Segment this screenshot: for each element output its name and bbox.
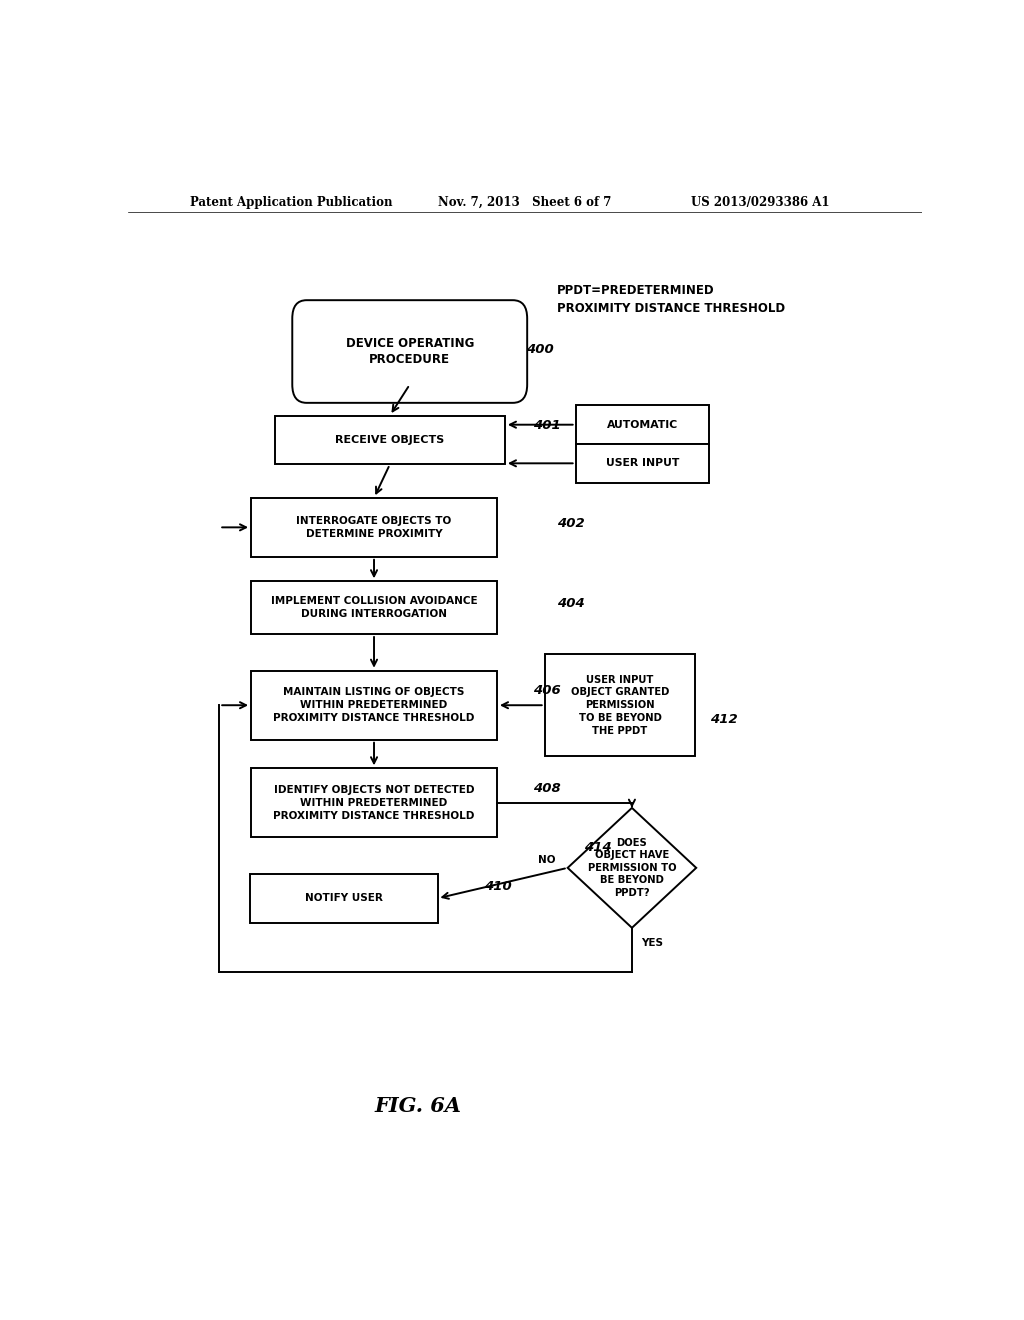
Text: Patent Application Publication: Patent Application Publication xyxy=(189,195,392,209)
Text: 414: 414 xyxy=(584,841,611,854)
Text: IMPLEMENT COLLISION AVOIDANCE
DURING INTERROGATION: IMPLEMENT COLLISION AVOIDANCE DURING INT… xyxy=(270,597,477,619)
FancyBboxPatch shape xyxy=(575,405,709,444)
Text: 412: 412 xyxy=(710,713,737,726)
Text: 408: 408 xyxy=(532,781,560,795)
Text: DEVICE OPERATING
PROCEDURE: DEVICE OPERATING PROCEDURE xyxy=(345,337,474,366)
FancyBboxPatch shape xyxy=(274,416,505,465)
Text: PROXIMITY DISTANCE THRESHOLD: PROXIMITY DISTANCE THRESHOLD xyxy=(557,302,784,315)
Text: Nov. 7, 2013   Sheet 6 of 7: Nov. 7, 2013 Sheet 6 of 7 xyxy=(437,195,611,209)
Text: 410: 410 xyxy=(483,879,511,892)
Text: 406: 406 xyxy=(532,685,560,697)
Text: 402: 402 xyxy=(557,517,585,529)
Text: USER INPUT: USER INPUT xyxy=(605,458,679,469)
Text: PPDT=PREDETERMINED: PPDT=PREDETERMINED xyxy=(557,284,714,297)
Text: 400: 400 xyxy=(526,343,554,356)
Text: AUTOMATIC: AUTOMATIC xyxy=(606,420,678,430)
Text: USER INPUT
OBJECT GRANTED
PERMISSION
TO BE BEYOND
THE PPDT: USER INPUT OBJECT GRANTED PERMISSION TO … xyxy=(570,675,670,735)
FancyBboxPatch shape xyxy=(251,581,497,634)
Text: DOES
OBJECT HAVE
PERMISSION TO
BE BEYOND
PPDT?: DOES OBJECT HAVE PERMISSION TO BE BEYOND… xyxy=(588,838,676,898)
Text: FIG. 6A: FIG. 6A xyxy=(374,1096,461,1115)
Text: IDENTIFY OBJECTS NOT DETECTED
WITHIN PREDETERMINED
PROXIMITY DISTANCE THRESHOLD: IDENTIFY OBJECTS NOT DETECTED WITHIN PRE… xyxy=(273,785,475,821)
FancyBboxPatch shape xyxy=(250,874,437,923)
Text: RECEIVE OBJECTS: RECEIVE OBJECTS xyxy=(335,436,444,445)
Text: YES: YES xyxy=(641,939,664,948)
Text: MAINTAIN LISTING OF OBJECTS
WITHIN PREDETERMINED
PROXIMITY DISTANCE THRESHOLD: MAINTAIN LISTING OF OBJECTS WITHIN PREDE… xyxy=(273,688,475,723)
Text: NO: NO xyxy=(539,855,556,865)
FancyBboxPatch shape xyxy=(575,444,709,483)
Text: US 2013/0293386 A1: US 2013/0293386 A1 xyxy=(691,195,830,209)
FancyBboxPatch shape xyxy=(292,300,527,403)
Polygon shape xyxy=(567,808,696,928)
FancyBboxPatch shape xyxy=(251,498,497,557)
Text: NOTIFY USER: NOTIFY USER xyxy=(305,894,383,903)
FancyBboxPatch shape xyxy=(545,655,695,756)
Text: 404: 404 xyxy=(557,597,585,610)
FancyBboxPatch shape xyxy=(251,768,497,837)
Text: INTERROGATE OBJECTS TO
DETERMINE PROXIMITY: INTERROGATE OBJECTS TO DETERMINE PROXIMI… xyxy=(296,516,452,539)
FancyBboxPatch shape xyxy=(251,671,497,739)
Text: 401: 401 xyxy=(532,420,560,432)
